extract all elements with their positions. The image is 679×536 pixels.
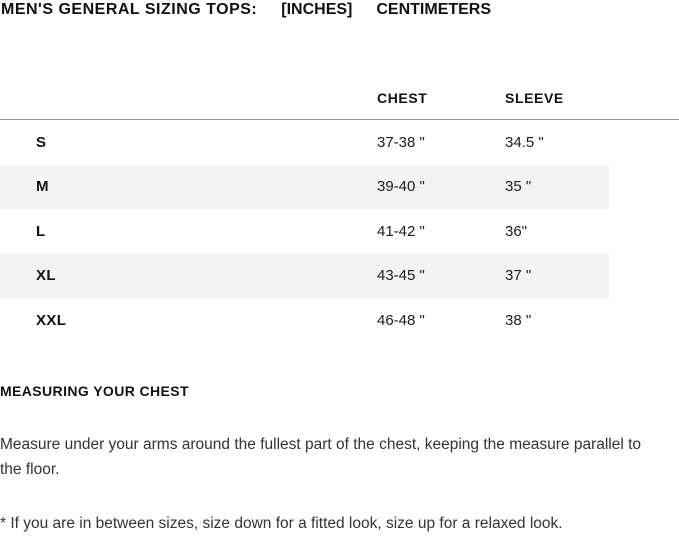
size-label: L: [36, 222, 46, 240]
chest-value: 37-38 ": [377, 133, 425, 151]
unit-toggle-centimeters[interactable]: CENTIMETERS: [376, 1, 492, 18]
sleeve-value: 37 ": [505, 267, 532, 285]
measuring-section: MEASURING YOUR CHEST Measure under your …: [0, 382, 679, 536]
chest-value: 39-40 ": [377, 178, 425, 196]
size-label: XL: [36, 267, 56, 285]
sleeve-value: 34.5 ": [505, 133, 544, 151]
table-row: XXL 46-48 " 38 ": [0, 298, 609, 343]
table-row: L 41-42 " 36": [0, 209, 609, 254]
chest-value: 41-42 ": [377, 222, 425, 240]
measuring-instructions: Measure under your arms around the fulle…: [0, 435, 642, 478]
size-label: M: [36, 178, 49, 196]
page-title-bar: MEN'S GENERAL SIZING TOPS: [INCHES] CENT…: [0, 0, 679, 18]
table-row: S 37-38 " 34.5 ": [0, 120, 609, 165]
column-header-chest: CHEST: [377, 89, 428, 106]
unit-toggle-inches[interactable]: [INCHES]: [281, 1, 353, 18]
size-label: XXL: [36, 311, 67, 329]
table-header-row: CHEST SLEEVE: [0, 76, 679, 120]
table-row: M 39-40 " 35 ": [0, 164, 609, 209]
sleeve-value: 36": [505, 222, 528, 240]
sleeve-value: 35 ": [505, 178, 532, 196]
table-row: XL 43-45 " 37 ": [0, 253, 609, 298]
measuring-heading: MEASURING YOUR CHEST: [0, 382, 189, 399]
chest-value: 43-45 ": [377, 267, 425, 285]
size-table: CHEST SLEEVE S 37-38 " 34.5 " M 39-40 " …: [0, 76, 679, 343]
chest-value: 46-48 ": [377, 311, 425, 329]
size-label: S: [36, 133, 47, 151]
sizing-footnote: * If you are in between sizes, size down…: [0, 514, 563, 532]
sleeve-value: 38 ": [505, 311, 532, 329]
column-header-sleeve: SLEEVE: [505, 89, 564, 106]
page-title: MEN'S GENERAL SIZING TOPS:: [1, 1, 258, 18]
